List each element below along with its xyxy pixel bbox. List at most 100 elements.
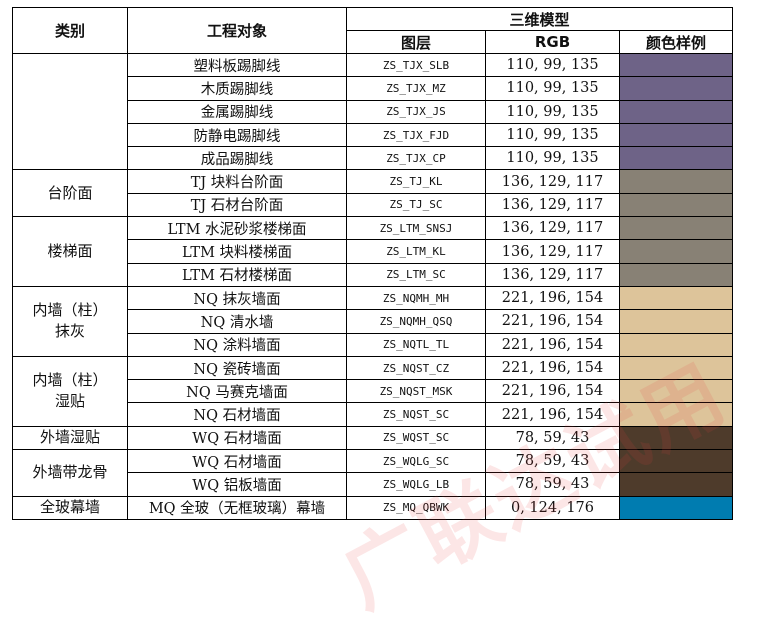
layer-cell: ZS_TJX_SLB (346, 52, 486, 78)
header-swatch: 颜色样例 (618, 30, 734, 54)
layer-cell: ZS_LTM_SNSJ (346, 216, 486, 241)
rgb-cell: 136, 129, 117 (485, 216, 620, 241)
rgb-cell: 136, 129, 117 (485, 169, 620, 194)
object-cell: WQ 石材墙面 (127, 425, 347, 451)
layer-cell: ZS_LTM_KL (346, 239, 486, 264)
color-swatch (618, 99, 734, 124)
category-cell: 楼梯面 (12, 216, 128, 287)
header-category: 类别 (12, 7, 128, 54)
rgb-cell: 110, 99, 135 (485, 76, 620, 101)
object-cell: 防静电踢脚线 (127, 122, 347, 148)
color-swatch (618, 402, 734, 427)
color-swatch (618, 192, 734, 218)
rgb-cell: 78, 59, 43 (485, 449, 620, 474)
layer-cell: ZS_TJX_CP (346, 146, 486, 171)
header-3d-model: 三维模型 (345, 7, 734, 31)
object-cell: TJ 块料台阶面 (127, 169, 347, 194)
table-row: 全玻幕墙 MQ 全玻（无框玻璃）幕墙 ZS_MQ_QBWK 0, 124, 176 (12, 495, 734, 520)
object-cell: NQ 抹灰墙面 (127, 285, 347, 311)
category-cell: 内墙（柱） 湿贴 (12, 355, 128, 427)
object-cell: 木质踢脚线 (127, 76, 347, 101)
object-cell: NQ 瓷砖墙面 (127, 355, 347, 381)
layer-cell: ZS_TJX_JS (346, 99, 486, 124)
object-cell: 金属踢脚线 (127, 99, 347, 124)
rgb-cell: 136, 129, 117 (485, 239, 620, 264)
color-swatch (618, 425, 734, 451)
layer-cell: ZS_TJ_KL (346, 169, 486, 194)
object-cell: WQ 石材墙面 (127, 449, 347, 474)
table-row: 楼梯面 LTM 水泥砂浆楼梯面 ZS_LTM_SNSJ 136, 129, 117 (12, 216, 734, 287)
table-row: 外墙带龙骨 WQ 石材墙面 ZS_WQLG_SC 78, 59, 43 (12, 449, 734, 497)
rgb-cell: 136, 129, 117 (485, 262, 620, 287)
object-cell: 塑料板踢脚线 (127, 52, 347, 78)
layer-cell: ZS_NQTL_TL (346, 332, 486, 357)
table-row: WQ 铝板墙面 ZS_WQLG_LB 78, 59, 43 (13, 472, 734, 497)
table-row: NQ 清水墙 ZS_NQMH_QSQ 221, 196, 154 (13, 309, 734, 334)
object-cell: NQ 马赛克墙面 (127, 379, 347, 404)
category-cell: 外墙湿贴 (12, 425, 128, 451)
table-row: LTM 石材楼梯面 ZS_LTM_SC 136, 129, 117 (13, 262, 734, 287)
table-row: 金属踢脚线 ZS_TJX_JS 110, 99, 135 (13, 99, 734, 124)
color-swatch (618, 379, 734, 404)
layer-cell: ZS_WQLG_LB (346, 472, 486, 497)
layer-cell: ZS_NQMH_QSQ (346, 309, 486, 334)
rgb-cell: 221, 196, 154 (485, 379, 620, 404)
object-cell: NQ 涂料墙面 (127, 332, 347, 357)
rgb-cell: 221, 196, 154 (485, 285, 620, 311)
rgb-cell: 221, 196, 154 (485, 355, 620, 381)
header-layer: 图层 (346, 30, 486, 54)
color-swatch (618, 262, 734, 287)
table-row: 防静电踢脚线 ZS_TJX_FJD 110, 99, 135 (13, 122, 734, 148)
color-swatch (618, 146, 734, 171)
object-cell: NQ 清水墙 (127, 309, 347, 334)
color-swatch (618, 309, 734, 334)
color-swatch (618, 239, 734, 264)
layer-cell: ZS_TJX_MZ (346, 76, 486, 101)
category-cell: 内墙（柱） 抹灰 (12, 285, 128, 357)
rgb-cell: 78, 59, 43 (485, 425, 620, 451)
rgb-cell: 221, 196, 154 (485, 402, 620, 427)
layer-cell: ZS_TJ_SC (346, 192, 486, 218)
category-cell (12, 52, 128, 171)
object-cell: LTM 石材楼梯面 (127, 262, 347, 287)
header-rgb: RGB (485, 30, 620, 54)
category-cell: 全玻幕墙 (12, 495, 128, 520)
layer-cell: ZS_NQST_SC (346, 402, 486, 427)
rgb-cell: 110, 99, 135 (485, 52, 620, 78)
table-row: 外墙湿贴 WQ 石材墙面 ZS_WQST_SC 78, 59, 43 (12, 425, 734, 451)
object-cell: MQ 全玻（无框玻璃）幕墙 (127, 495, 347, 520)
header-object: 工程对象 (127, 7, 347, 54)
table-row: 内墙（柱） 抹灰 NQ 抹灰墙面 ZS_NQMH_MH 221, 196, 154 (12, 285, 734, 357)
rgb-cell: 136, 129, 117 (485, 192, 620, 218)
category-cell: 台阶面 (12, 169, 128, 218)
layer-color-table: 类别 工程对象 三维模型 图层 RGB 颜色样例 塑料板踢脚线 ZS_TJX_SL… (12, 7, 734, 520)
color-swatch (618, 285, 734, 311)
layer-cell: ZS_NQST_CZ (346, 355, 486, 381)
layer-cell: ZS_WQLG_SC (346, 449, 486, 474)
object-cell: WQ 铝板墙面 (127, 472, 347, 497)
color-swatch (618, 216, 734, 241)
table-body: 塑料板踢脚线 ZS_TJX_SLB 110, 99, 135 木质踢脚线 ZS_TJX_… (12, 52, 734, 520)
color-swatch (618, 122, 734, 148)
rgb-cell: 221, 196, 154 (485, 309, 620, 334)
table-row: NQ 石材墙面 ZS_NQST_SC 221, 196, 154 (13, 402, 734, 427)
object-cell: 成品踢脚线 (127, 146, 347, 171)
color-swatch (618, 76, 734, 101)
layer-color-table-container: 类别 工程对象 三维模型 图层 RGB 颜色样例 塑料板踢脚线 ZS_TJX_SL… (12, 7, 742, 625)
table-row: 内墙（柱） 湿贴 NQ 瓷砖墙面 ZS_NQST_CZ 221, 196, 154 (12, 355, 734, 427)
layer-cell: ZS_NQMH_MH (346, 285, 486, 311)
color-swatch (618, 169, 734, 194)
category-cell: 外墙带龙骨 (12, 449, 128, 497)
table-row: 台阶面 TJ 块料台阶面 ZS_TJ_KL 136, 129, 117 (12, 169, 734, 218)
object-cell: NQ 石材墙面 (127, 402, 347, 427)
layer-cell: ZS_TJX_FJD (346, 122, 486, 148)
color-swatch (618, 355, 734, 381)
table-row: LTM 块料楼梯面 ZS_LTM_KL 136, 129, 117 (13, 239, 734, 264)
color-swatch (618, 495, 734, 520)
rgb-cell: 221, 196, 154 (485, 332, 620, 357)
rgb-cell: 110, 99, 135 (485, 122, 620, 148)
color-swatch (618, 449, 734, 474)
table-row: 成品踢脚线 ZS_TJX_CP 110, 99, 135 (13, 146, 734, 171)
object-cell: TJ 石材台阶面 (127, 192, 347, 218)
layer-cell: ZS_NQST_MSK (346, 379, 486, 404)
